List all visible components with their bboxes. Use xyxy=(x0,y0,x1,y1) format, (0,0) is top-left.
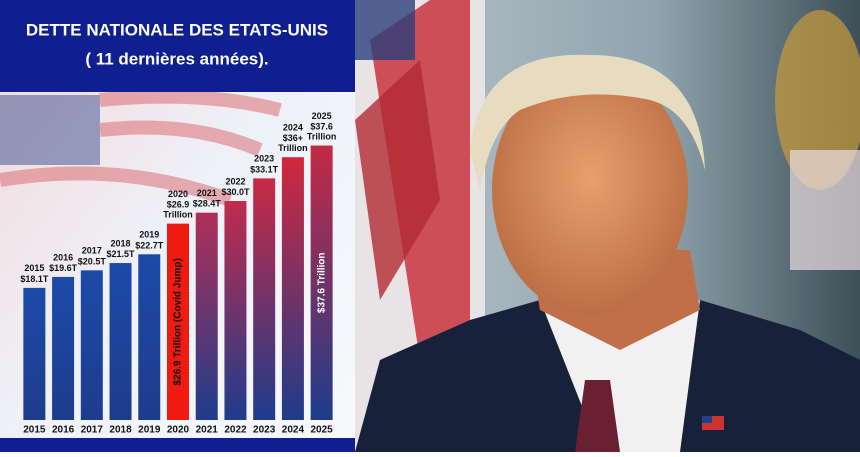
x-tick-label: 2016 xyxy=(52,425,75,436)
x-tick-label: 2019 xyxy=(138,425,161,436)
x-tick-label: 2023 xyxy=(253,425,276,436)
photo xyxy=(355,0,860,452)
value-label: $37.6 Trillion xyxy=(307,122,337,142)
value-label-year: 2021 xyxy=(197,188,217,198)
value-label: $26.9 Trillion xyxy=(163,200,193,220)
value-label: $20.5T xyxy=(78,257,107,267)
value-label-year: 2019 xyxy=(139,230,159,240)
bar xyxy=(138,254,161,420)
x-tick-label: 2021 xyxy=(196,425,219,436)
value-label: $18.1T xyxy=(20,274,49,284)
value-label: $21.5T xyxy=(107,249,136,259)
flag-decoration xyxy=(0,89,282,207)
value-label-year: 2024 xyxy=(283,123,303,133)
x-tick-label: 2024 xyxy=(282,425,305,436)
value-label-year: 2023 xyxy=(254,154,274,164)
annotation: $37.6 Trillion xyxy=(316,252,327,313)
value-label: $22.7T xyxy=(135,241,164,251)
value-label-year: 2018 xyxy=(111,238,131,248)
bar xyxy=(253,178,276,420)
footer-band xyxy=(0,438,355,452)
bar xyxy=(167,223,189,420)
bar xyxy=(80,270,103,420)
annotation: $26.9 Trillion (Covid Jump) xyxy=(173,258,184,385)
chart-subtitle: ( 11 dernières années). xyxy=(85,49,268,68)
value-label-year: 2022 xyxy=(225,176,245,186)
bar xyxy=(281,157,304,420)
bar xyxy=(52,276,75,420)
value-label-year: 2017 xyxy=(82,246,102,256)
bar xyxy=(195,212,218,420)
value-label: $19.6T xyxy=(49,263,78,273)
chart-title: DETTE NATIONALE DES ETATS-UNIS xyxy=(26,20,328,39)
header xyxy=(0,0,355,92)
value-label: $30.0T xyxy=(221,187,250,197)
x-tick-label: 2015 xyxy=(23,425,46,436)
value-label: $36+ Trillion xyxy=(278,134,308,154)
bar xyxy=(310,145,333,420)
x-tick-label: 2020 xyxy=(167,425,190,436)
x-tick-label: 2025 xyxy=(311,425,334,436)
value-label-year: 2015 xyxy=(24,263,44,273)
value-label: $28.4T xyxy=(193,199,222,209)
x-tick-label: 2017 xyxy=(81,425,104,436)
x-tick-label: 2022 xyxy=(224,425,247,436)
bar xyxy=(224,201,247,420)
bar xyxy=(23,287,46,420)
bar xyxy=(109,263,132,420)
value-label-year: 2020 xyxy=(168,189,188,199)
value-label-year: 2025 xyxy=(312,111,332,121)
value-label-year: 2016 xyxy=(53,252,73,262)
x-tick-label: 2018 xyxy=(109,425,132,436)
value-label: $33.1T xyxy=(250,165,279,175)
